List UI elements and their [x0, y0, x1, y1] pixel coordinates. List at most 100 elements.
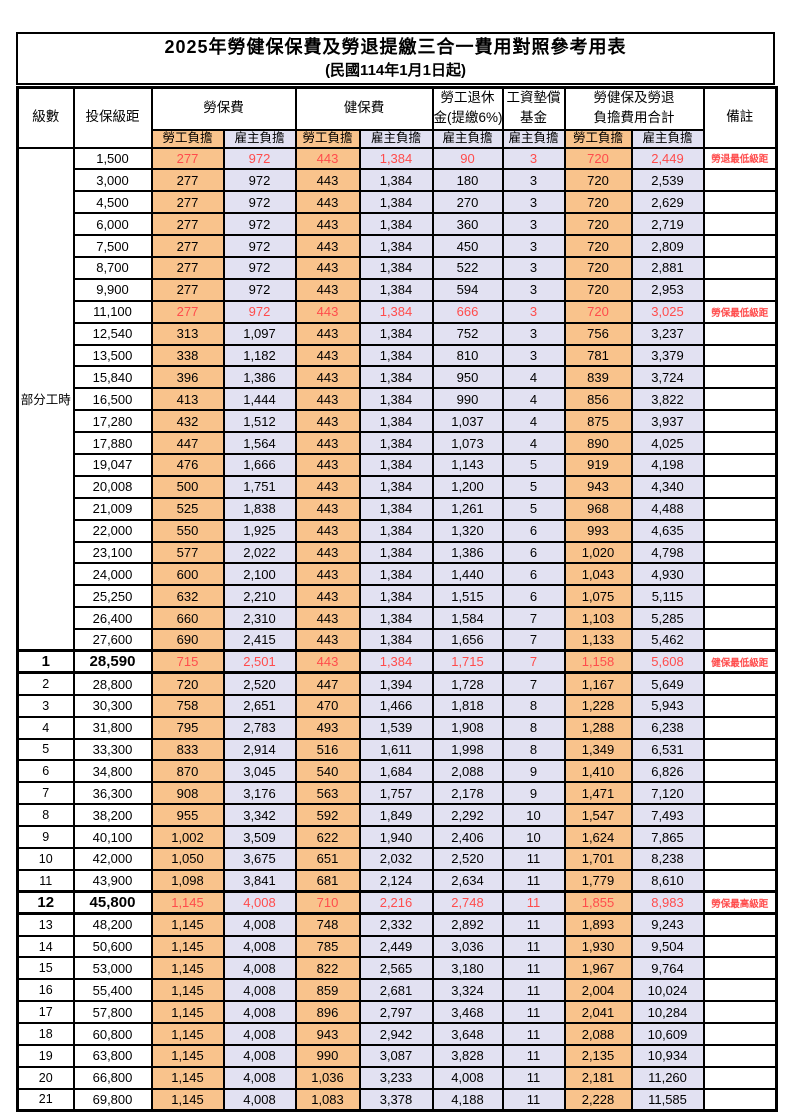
- bracket-cell: 20,008: [72, 474, 153, 499]
- health-employer-cell: 1,684: [358, 759, 434, 784]
- bracket-cell: 40,100: [72, 825, 153, 849]
- bracket-cell: 24,000: [72, 562, 153, 587]
- labor-employer-cell: 1,512: [222, 409, 297, 434]
- table-row: 5 33,300 833 2,914 516 1,611 1,998 8 1,349 6,531: [16, 737, 778, 762]
- table-row: 8 38,200 955 3,342 592 1,849 2,292 10 1,547 7,493: [16, 803, 778, 828]
- wage-fund-employer-cell: 10: [501, 803, 566, 828]
- pension-employer-cell: 3,648: [431, 1022, 504, 1047]
- bracket-cell: 25,250: [72, 584, 153, 609]
- remark-cell: 健保最低級距: [702, 649, 778, 675]
- level-cell: 4: [16, 715, 75, 740]
- table-row: 9,900 277 972 443 1,384 594 3 720 2,953: [18, 277, 778, 302]
- pension-employer-cell: 2,748: [431, 890, 504, 916]
- health-employee-cell: 681: [294, 868, 361, 893]
- health-employer-cell: 3,087: [358, 1044, 434, 1068]
- level-cell: 5: [16, 737, 75, 762]
- labor-employee-cell: 338: [150, 343, 225, 368]
- total-employer-cell: 10,024: [630, 978, 705, 1003]
- total-employee-cell: 1,288: [563, 715, 633, 740]
- total-employee-cell: 1,701: [563, 847, 633, 871]
- title-box: 2025年勞健保保費及勞退提繳三合一費用對照參考用表 (民國114年1月1日起): [16, 32, 775, 85]
- table-row: 11 43,900 1,098 3,841 681 2,124 2,634 11 1,779 8,…: [16, 868, 778, 893]
- health-employer-cell: 1,384: [358, 496, 434, 521]
- table-row: 17,280 432 1,512 443 1,384 1,037 4 875 3,937: [18, 409, 778, 434]
- col-header-remark: 備註: [702, 86, 778, 149]
- remark-cell: [702, 190, 778, 215]
- total-employee-cell: 1,043: [563, 562, 633, 587]
- health-employee-cell: 443: [294, 628, 361, 652]
- remark-cell: [702, 343, 778, 368]
- labor-employer-cell: 1,444: [222, 387, 297, 412]
- bracket-cell: 11,100: [72, 299, 153, 324]
- health-employer-cell: 3,378: [358, 1087, 434, 1112]
- wage-fund-employer-cell: 3: [501, 234, 566, 258]
- total-employee-cell: 720: [563, 190, 633, 215]
- labor-employer-cell: 1,751: [222, 474, 297, 499]
- total-employer-cell: 5,608: [630, 649, 705, 675]
- table-row: 23,100 577 2,022 443 1,384 1,386 6 1,020 4,798: [18, 540, 778, 565]
- table-row: 13,500 338 1,182 443 1,384 810 3 781 3,379: [18, 343, 778, 368]
- health-employee-cell: 622: [294, 825, 361, 849]
- health-employer-cell: 1,394: [358, 671, 434, 696]
- wage-fund-employer-cell: 5: [501, 452, 566, 477]
- total-employer-cell: 2,719: [630, 212, 705, 237]
- health-employer-cell: 1,384: [358, 409, 434, 434]
- health-employer-cell: 2,332: [358, 912, 434, 937]
- total-employer-cell: 2,629: [630, 190, 705, 215]
- total-employee-cell: 1,624: [563, 825, 633, 849]
- total-employee-cell: 1,779: [563, 868, 633, 893]
- remark-cell: [702, 1044, 778, 1068]
- remark-cell: [702, 452, 778, 477]
- bracket-cell: 28,590: [72, 649, 153, 675]
- labor-employer-cell: 3,342: [222, 803, 297, 828]
- remark-cell: [702, 1022, 778, 1047]
- health-employee-cell: 592: [294, 803, 361, 828]
- labor-employer-cell: 2,651: [222, 693, 297, 718]
- labor-employee-cell: 833: [150, 737, 225, 762]
- wage-fund-employer-cell: 11: [501, 868, 566, 893]
- total-employer-cell: 3,379: [630, 343, 705, 368]
- health-employer-cell: 1,384: [358, 606, 434, 631]
- labor-employee-cell: 277: [150, 234, 225, 258]
- labor-employee-cell: 277: [150, 299, 225, 324]
- wage-fund-employer-cell: 9: [501, 759, 566, 784]
- health-employee-cell: 443: [294, 474, 361, 499]
- pension-employer-cell: 1,515: [431, 584, 504, 609]
- table-row: 16,500 413 1,444 443 1,384 990 4 856 3,822: [18, 387, 778, 412]
- bracket-cell: 57,800: [72, 1000, 153, 1025]
- labor-employee-cell: 758: [150, 693, 225, 718]
- labor-employer-cell: 4,008: [222, 912, 297, 937]
- bracket-cell: 28,800: [72, 671, 153, 696]
- wage-fund-employer-cell: 3: [501, 212, 566, 237]
- remark-cell: [702, 978, 778, 1003]
- labor-employer-cell: 3,176: [222, 781, 297, 806]
- wage-fund-employer-cell: 3: [501, 343, 566, 368]
- wage-fund-employer-cell: 11: [501, 956, 566, 981]
- bracket-cell: 42,000: [72, 847, 153, 871]
- labor-employer-cell: 4,008: [222, 978, 297, 1003]
- table-row: 3,000 277 972 443 1,384 180 3 720 2,539: [18, 168, 778, 193]
- labor-employee-cell: 690: [150, 628, 225, 652]
- table-row: 15,840 396 1,386 443 1,384 950 4 839 3,724: [18, 365, 778, 390]
- labor-employer-cell: 2,520: [222, 671, 297, 696]
- wage-fund-employer-cell: 6: [501, 584, 566, 609]
- wage-fund-employer-cell: 3: [501, 299, 566, 324]
- health-employer-cell: 3,233: [358, 1065, 434, 1090]
- health-employee-cell: 443: [294, 562, 361, 587]
- health-employer-cell: 1,384: [358, 343, 434, 368]
- labor-employer-cell: 972: [222, 146, 297, 171]
- col-header-pension-line2: 金(提繳6%): [431, 108, 504, 131]
- total-employee-cell: 720: [563, 255, 633, 280]
- remark-cell: [702, 255, 778, 280]
- subheader-labor-employee: 勞工負擔: [150, 128, 225, 149]
- pension-employer-cell: 1,715: [431, 649, 504, 675]
- total-employer-cell: 4,340: [630, 474, 705, 499]
- pension-employer-cell: 3,828: [431, 1044, 504, 1068]
- bracket-cell: 9,900: [72, 277, 153, 302]
- pension-employer-cell: 3,468: [431, 1000, 504, 1025]
- health-employee-cell: 443: [294, 496, 361, 521]
- total-employee-cell: 2,228: [563, 1087, 633, 1112]
- wage-fund-employer-cell: 11: [501, 890, 566, 916]
- labor-employee-cell: 1,145: [150, 890, 225, 916]
- table-row: 14 50,600 1,145 4,008 785 2,449 3,036 11 1,930 9,…: [16, 934, 778, 959]
